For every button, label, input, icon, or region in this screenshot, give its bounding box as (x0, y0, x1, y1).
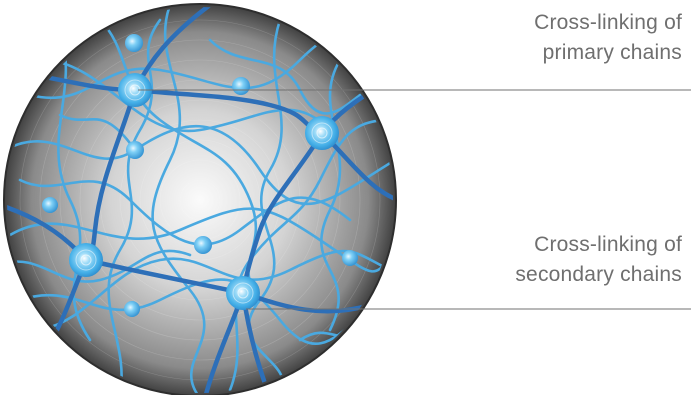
small-node (194, 236, 212, 254)
small-node (42, 197, 58, 213)
label-primary-line2: primary chains (542, 41, 682, 64)
sphere-rings (19, 19, 381, 381)
label-secondary-line1: Cross-linking of (534, 233, 682, 256)
label-primary-line1: Cross-linking of (534, 11, 682, 34)
label-primary-cross-linking: Cross-linking of primary chains (534, 8, 682, 68)
small-node (342, 250, 358, 266)
small-node (125, 34, 143, 52)
large-node (226, 276, 260, 310)
primary-cross-link-nodes (69, 73, 339, 310)
label-secondary-cross-linking: Cross-linking of secondary chains (515, 230, 682, 290)
large-node (69, 243, 103, 277)
secondary-cross-link-nodes (42, 34, 358, 317)
small-node (126, 141, 144, 159)
small-node (124, 301, 140, 317)
sphere (4, 4, 396, 395)
small-node (232, 77, 250, 95)
label-secondary-line2: secondary chains (515, 263, 682, 286)
large-node (305, 116, 339, 150)
